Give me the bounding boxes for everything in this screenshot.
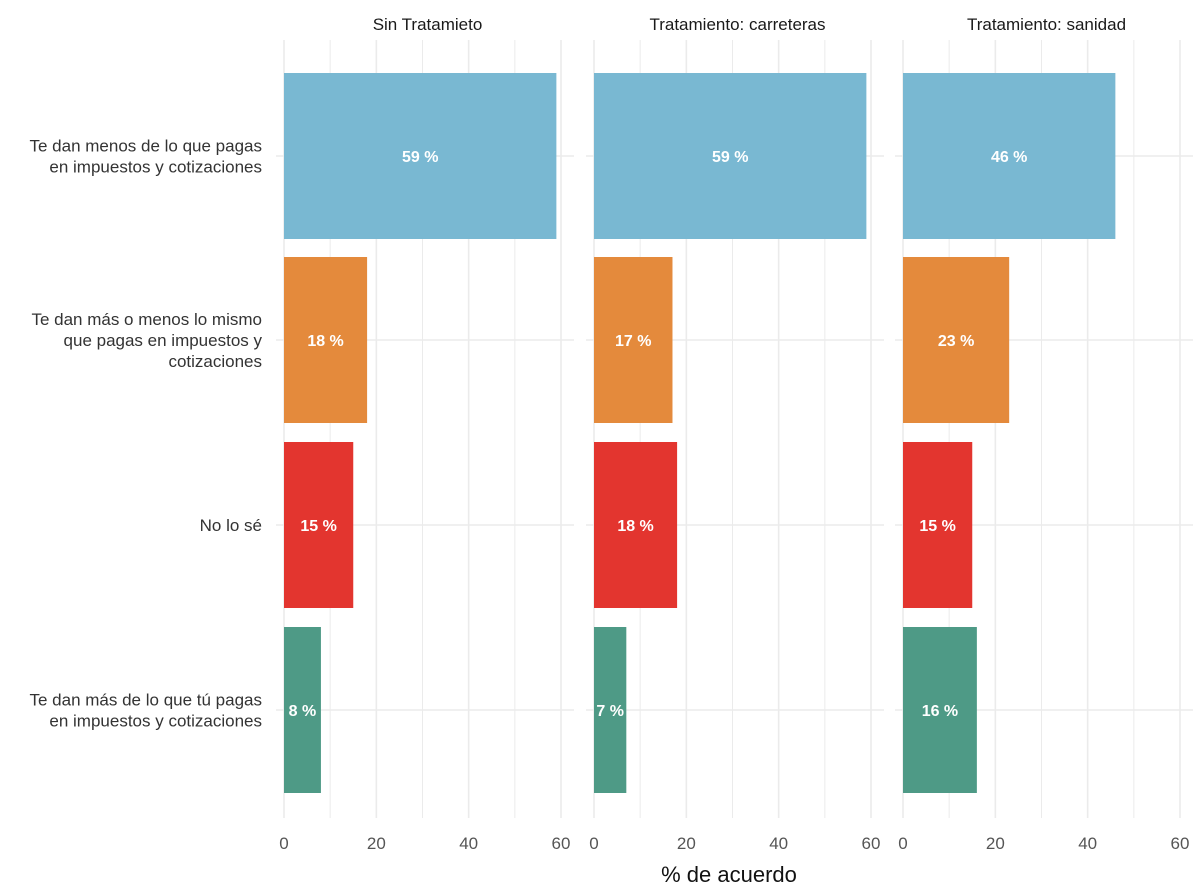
x-tick-label: 60 xyxy=(552,834,571,853)
bar xyxy=(903,627,977,793)
x-tick-label: 20 xyxy=(677,834,696,853)
bar-value-label: 59 % xyxy=(712,149,748,166)
bar-value-label: 15 % xyxy=(919,518,955,535)
x-tick-label: 40 xyxy=(459,834,478,853)
bar-value-label: 8 % xyxy=(289,703,317,720)
bar-value-label: 15 % xyxy=(300,518,336,535)
x-tick-label: 60 xyxy=(1171,834,1190,853)
bar-value-label: 59 % xyxy=(402,149,438,166)
bar xyxy=(284,257,368,423)
bar xyxy=(594,257,673,423)
facet-title: Tratamiento: sanidad xyxy=(967,15,1126,34)
bar xyxy=(903,442,973,608)
category-label: en impuestos y cotizaciones xyxy=(49,712,262,731)
bar xyxy=(903,73,1116,239)
bars xyxy=(284,73,1116,793)
bar xyxy=(594,73,867,239)
bar-value-label: 18 % xyxy=(307,333,343,350)
bar-value-label: 23 % xyxy=(938,333,974,350)
category-label: No lo sé xyxy=(200,516,262,535)
bar xyxy=(594,627,627,793)
bar xyxy=(903,257,1010,423)
text-layer: Sin Tratamieto 59 % 18 % 15 % 8 % 0 20 40 60 Trat… xyxy=(29,15,1189,853)
x-tick-label: 0 xyxy=(589,834,598,853)
bar xyxy=(284,73,557,239)
x-axis-title: % de acuerdo xyxy=(661,862,797,887)
x-tick-label: 40 xyxy=(1078,834,1097,853)
bar-value-label: 18 % xyxy=(617,518,653,535)
facet-title: Sin Tratamieto xyxy=(373,15,483,34)
x-tick-label: 40 xyxy=(769,834,788,853)
x-tick-label: 0 xyxy=(279,834,288,853)
bar xyxy=(284,442,354,608)
x-tick-label: 20 xyxy=(367,834,386,853)
category-label: Te dan más o menos lo mismo xyxy=(31,310,262,329)
category-label: cotizaciones xyxy=(168,352,262,371)
bar-value-label: 7 % xyxy=(596,703,624,720)
facet-title: Tratamiento: carreteras xyxy=(649,15,825,34)
x-tick-label: 20 xyxy=(986,834,1005,853)
bar xyxy=(594,442,678,608)
bar xyxy=(284,627,321,793)
bar-value-label: 16 % xyxy=(922,703,958,720)
category-label: en impuestos y cotizaciones xyxy=(49,158,262,177)
category-label: Te dan menos de lo que pagas xyxy=(29,137,262,156)
x-tick-label: 0 xyxy=(898,834,907,853)
x-tick-label: 60 xyxy=(862,834,881,853)
bar-value-label: 17 % xyxy=(615,333,651,350)
bar-value-label: 46 % xyxy=(991,149,1027,166)
category-label: Te dan más de lo que tú pagas xyxy=(30,691,263,710)
category-label: que pagas en impuestos y xyxy=(64,331,263,350)
